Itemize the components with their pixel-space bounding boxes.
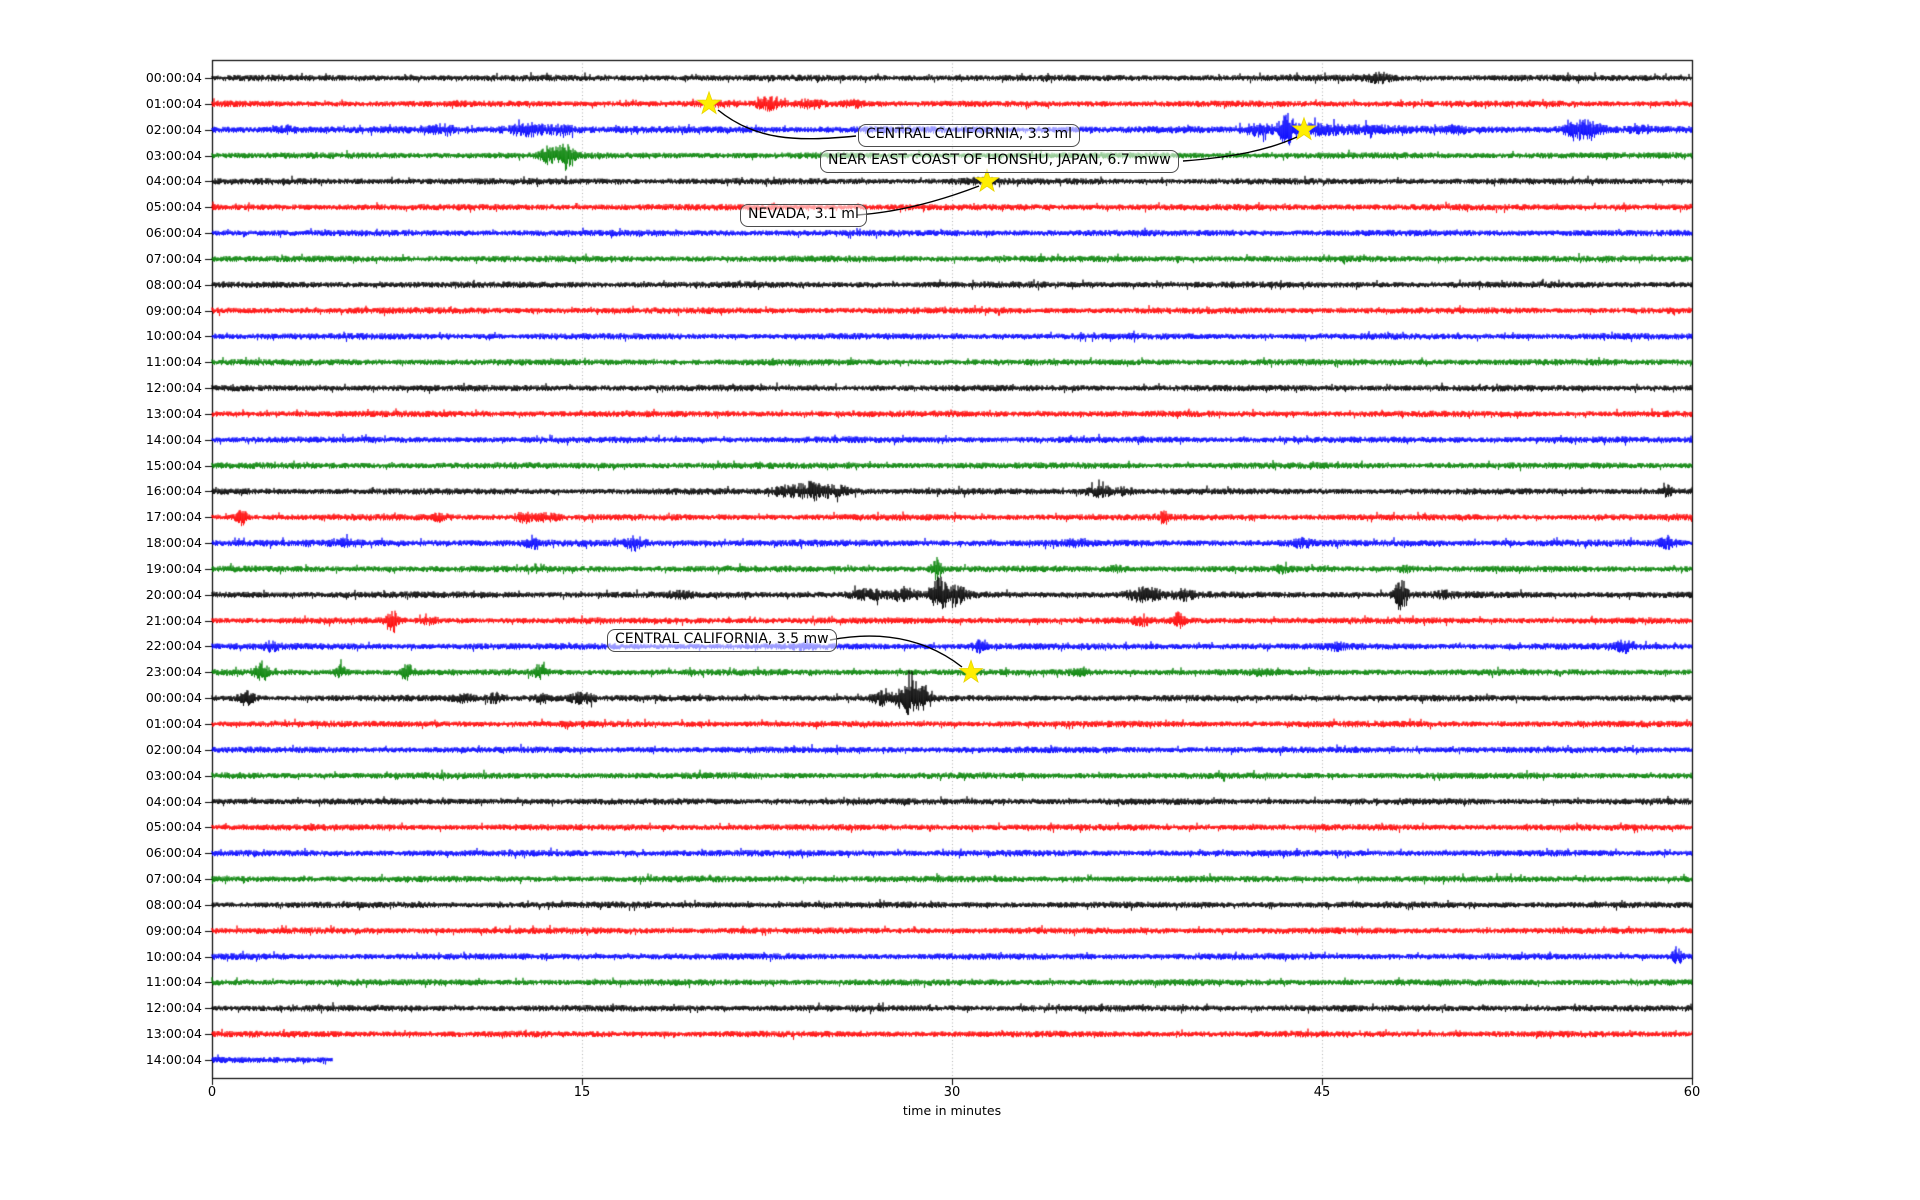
y-tick-time-label: 07:00:04 bbox=[145, 250, 202, 266]
y-tick-time-label: 00:00:04 bbox=[145, 70, 202, 85]
x-tick-label: 45 bbox=[1313, 1085, 1331, 1100]
y-tick-time-label: 04:00:04 bbox=[145, 173, 202, 189]
y-tick-time-label: 21:00:04 bbox=[145, 612, 202, 628]
y-tick-time-label: 13:00:04 bbox=[145, 405, 202, 421]
y-tick-time-label: 20:00:04 bbox=[145, 586, 202, 602]
y-tick-time-label: 10:00:04 bbox=[145, 328, 202, 344]
y-tick-time-label: 15:00:04 bbox=[145, 457, 202, 473]
y-tick-time-label: 06:00:04 bbox=[145, 845, 202, 861]
y-tick-time-label: 11:00:04 bbox=[145, 354, 202, 370]
y-tick-time-label: 08:00:04 bbox=[145, 276, 202, 292]
y-tick-time-label: 23:00:04 bbox=[145, 664, 202, 680]
y-tick-time-label: 12:00:04 bbox=[145, 1000, 202, 1016]
y-tick-time-label: 05:00:04 bbox=[145, 199, 202, 215]
y-tick-time-label: 09:00:04 bbox=[145, 302, 202, 318]
y-tick-time-label: 09:00:04 bbox=[145, 922, 202, 938]
event-label-nevada: NEVADA, 3.1 ml bbox=[740, 204, 867, 227]
y-tick-time-label: 01:00:04 bbox=[145, 95, 202, 111]
x-tick-label: 15 bbox=[573, 1085, 591, 1100]
y-tick-time-label: 01:00:04 bbox=[145, 716, 202, 731]
x-tick-label: 0 bbox=[207, 1085, 217, 1100]
y-tick-time-label: 19:00:04 bbox=[145, 560, 202, 576]
y-tick-time-label: 16:00:04 bbox=[145, 483, 202, 499]
y-tick-time-label: 11:00:04 bbox=[145, 974, 202, 990]
y-tick-time-label: 14:00:04 bbox=[145, 1051, 202, 1067]
y-tick-time-label: 22:00:04 bbox=[145, 638, 202, 654]
y-tick-time-label: 12:00:04 bbox=[145, 380, 202, 396]
x-tick-label: 60 bbox=[1683, 1085, 1701, 1100]
y-tick-time-label: 00:00:04 bbox=[145, 690, 202, 706]
y-tick-time-label: 06:00:04 bbox=[145, 225, 202, 241]
y-tick-time-label: 05:00:04 bbox=[145, 819, 202, 835]
y-tick-time-label: 03:00:04 bbox=[145, 767, 202, 783]
y-tick-time-label: 08:00:04 bbox=[145, 896, 202, 912]
x-axis-label: time in minutes bbox=[902, 1103, 1002, 1118]
event-label-central-california-35: CENTRAL CALIFORNIA, 3.5 mw bbox=[607, 629, 837, 652]
y-tick-time-label: 18:00:04 bbox=[145, 535, 202, 551]
y-tick-time-label: 14:00:04 bbox=[145, 431, 202, 447]
y-tick-time-label: 13:00:04 bbox=[145, 1026, 202, 1042]
event-label-central-california-33: CENTRAL CALIFORNIA, 3.3 ml bbox=[858, 124, 1081, 147]
event-label-honshu-japan: NEAR EAST COAST OF HONSHU, JAPAN, 6.7 mw… bbox=[820, 150, 1179, 173]
y-tick-time-label: 04:00:04 bbox=[145, 793, 202, 809]
y-tick-time-label: 02:00:04 bbox=[145, 121, 202, 137]
x-tick-label: 30 bbox=[943, 1085, 961, 1100]
y-tick-time-label: 03:00:04 bbox=[145, 147, 202, 163]
y-tick-time-label: 02:00:04 bbox=[145, 741, 202, 757]
y-tick-time-label: 10:00:04 bbox=[145, 948, 202, 964]
y-tick-time-label: 17:00:04 bbox=[145, 509, 202, 525]
y-tick-time-label: 07:00:04 bbox=[145, 871, 202, 887]
